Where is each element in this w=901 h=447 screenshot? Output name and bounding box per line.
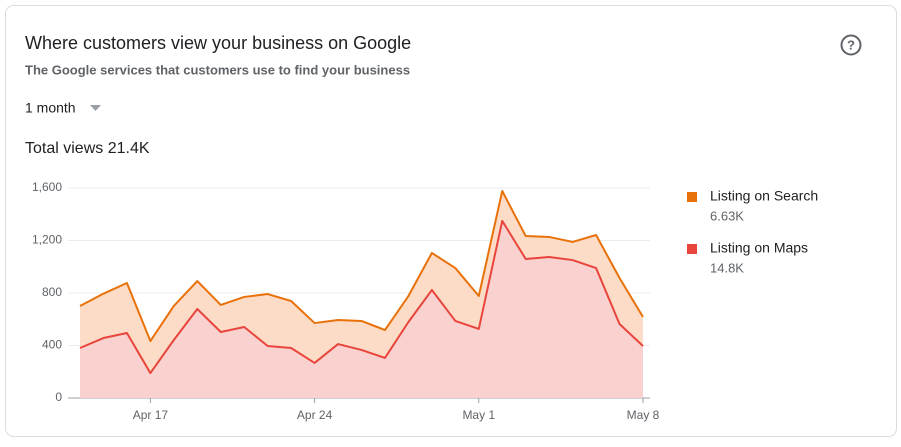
period-label[interactable]: 1 month	[25, 100, 76, 116]
help-mark[interactable]: ?	[847, 37, 855, 52]
card-title: Where customers view your business on Go…	[25, 33, 411, 53]
legend-swatch	[687, 244, 697, 254]
total-views: Total views 21.4K	[25, 140, 150, 157]
y-tick-label: 1,600	[32, 180, 62, 194]
y-tick-label: 400	[42, 338, 62, 352]
line	[79, 190, 644, 343]
y-tick-label: 0	[55, 390, 62, 404]
plot: 0 400 800 1,200 1,600 Apr 17 Apr 24 May 1 May 8 L…	[32, 180, 818, 422]
x-tick-label: Apr 24	[297, 408, 333, 422]
card-subtitle: The Google services that customers use t…	[25, 62, 410, 77]
y-tick-label: 800	[42, 285, 62, 299]
legend-total: 6.63K	[710, 208, 744, 223]
legend-swatch	[687, 192, 697, 202]
y-tick-label: 1,200	[32, 233, 62, 247]
help-circle[interactable]	[840, 34, 862, 56]
x-tick-label: Apr 17	[133, 408, 169, 422]
period-dropdown[interactable]: 1 month	[25, 100, 101, 116]
dropdown-caret[interactable]	[90, 105, 101, 111]
area	[80, 191, 643, 374]
help-icon[interactable]: ?	[840, 34, 862, 56]
x-tick-label: May 1	[462, 408, 495, 422]
legend-label: Listing on Maps	[710, 240, 808, 256]
area	[80, 220, 643, 398]
x-tick-label: May 8	[627, 408, 660, 422]
legend-total: 14.8K	[710, 260, 744, 275]
legend-label: Listing on Search	[710, 188, 818, 204]
line	[79, 219, 644, 375]
